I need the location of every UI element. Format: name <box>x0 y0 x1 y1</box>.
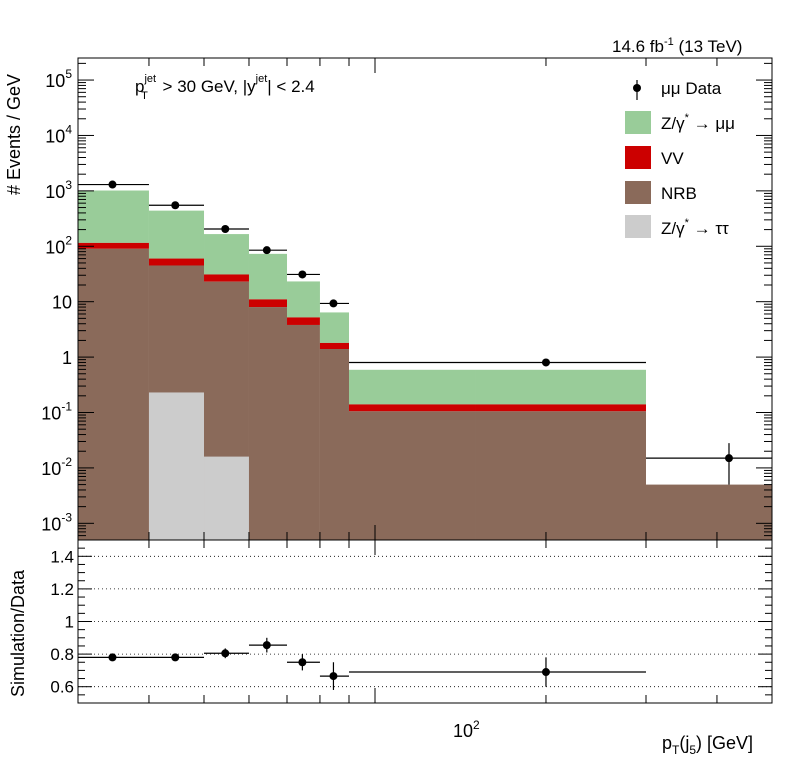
ratio-point-2 <box>221 649 230 658</box>
y-tick-label: 10 <box>52 293 72 313</box>
bar-zmm-bin-2 <box>204 234 249 275</box>
stacked-histogram <box>78 190 772 541</box>
svg-text:Z/γ* → ττ: Z/γ* → ττ <box>661 217 729 238</box>
x-tick-label-100: 102 <box>453 718 480 741</box>
y-tick-label: 1 <box>62 348 72 368</box>
data-point-7 <box>724 454 733 463</box>
data-point-0 <box>108 180 117 189</box>
data-point-3 <box>262 246 271 255</box>
y-tick-label: 10-3 <box>41 510 72 534</box>
axis-ticks <box>77 58 773 704</box>
ratio-point-0 <box>108 653 117 662</box>
bar-nrb-bin-8 <box>645 484 772 540</box>
bar-nrb-bin-0 <box>78 248 149 541</box>
lumi-label: 14.6 fb-1 (13 TeV) <box>612 36 742 56</box>
bar-nrb-bin-7 <box>475 411 646 540</box>
cut-label: pjet T > 30 GeV, |yjet| < 2.4 <box>135 73 315 102</box>
data-point-2 <box>221 225 230 234</box>
ratio-y-axis-title: Simulation/Data <box>8 569 28 697</box>
ratio-y-tick-label: 1.4 <box>50 547 74 566</box>
x-axis-title: pT(j5) [GeV] <box>662 733 753 757</box>
bar-vv-bin-5 <box>319 342 350 349</box>
legend-entry-ztt: Z/γ* → ττ <box>625 215 729 238</box>
ratio-y-tick-labels: 0.6 0.8 1 1.2 1.4 <box>50 547 74 696</box>
bar-nrb-bin-6 <box>349 411 476 540</box>
legend-entry-nrb: NRB <box>625 181 697 204</box>
ratio-gridlines <box>78 555 772 688</box>
bar-nrb-bin-4 <box>287 324 320 540</box>
y-tick-label: 10-1 <box>41 400 72 424</box>
legend-entry-zmm: Z/γ* → μμ <box>625 111 735 134</box>
bar-zmm-bin-1 <box>148 210 205 259</box>
ratio-point-5 <box>329 672 338 681</box>
data-points <box>78 180 772 485</box>
ratio-y-tick-label: 1 <box>65 613 74 632</box>
data-point-6 <box>541 358 550 367</box>
y-tick-label: 102 <box>45 233 72 257</box>
ratio-point-4 <box>298 658 307 667</box>
bar-zmm-bin-0 <box>78 190 149 243</box>
bar-ztt-bin-1 <box>148 392 205 540</box>
bar-vv-bin-3 <box>248 299 288 308</box>
ratio-point-3 <box>262 641 271 650</box>
y-tick-labels: 10-3 10-2 10-1 1 10 102 103 104 105 <box>41 67 72 534</box>
svg-text:VV: VV <box>661 149 684 168</box>
svg-text:μμ Data: μμ Data <box>661 79 722 98</box>
ratio-y-tick-label: 1.2 <box>50 580 74 599</box>
bar-zmm-bin-3 <box>248 253 288 300</box>
bar-zmm-bin-6 <box>349 369 476 405</box>
bar-vv-bin-4 <box>287 317 320 325</box>
ratio-points <box>78 637 646 690</box>
y-axis-title: # Events / GeV <box>4 74 24 195</box>
data-point-4 <box>298 270 307 279</box>
bar-zmm-bin-7 <box>475 369 646 405</box>
y-tick-label: 105 <box>45 67 72 91</box>
bar-vv-bin-2 <box>204 274 249 282</box>
svg-text:NRB: NRB <box>661 184 697 203</box>
ratio-y-tick-label: 0.6 <box>50 678 74 697</box>
legend-entry-vv: VV <box>625 146 684 169</box>
data-point-5 <box>329 299 338 308</box>
svg-text:Z/γ* → μμ: Z/γ* → μμ <box>661 112 735 133</box>
ratio-y-tick-label: 0.8 <box>50 645 74 664</box>
ratio-point-1 <box>171 653 180 662</box>
data-point-1 <box>171 201 180 210</box>
bar-zmm-bin-4 <box>287 281 320 318</box>
legend-entry-data: μμ Data <box>633 79 722 100</box>
bar-zmm-bin-5 <box>319 312 350 343</box>
bar-nrb-bin-3 <box>248 307 288 540</box>
ratio-point-6 <box>541 668 550 677</box>
y-tick-label: 103 <box>45 178 72 202</box>
bar-vv-bin-7 <box>475 404 646 412</box>
y-tick-label: 10-2 <box>41 455 72 479</box>
y-tick-label: 104 <box>45 122 72 146</box>
legend: μμ Data Z/γ* → μμ VV NRB Z/γ* → ττ <box>625 79 735 238</box>
bar-vv-bin-6 <box>349 404 476 412</box>
bar-vv-bin-0 <box>78 242 149 249</box>
bar-nrb-bin-5 <box>319 348 350 540</box>
bar-vv-bin-1 <box>148 258 205 266</box>
bar-ztt-bin-2 <box>204 456 249 540</box>
